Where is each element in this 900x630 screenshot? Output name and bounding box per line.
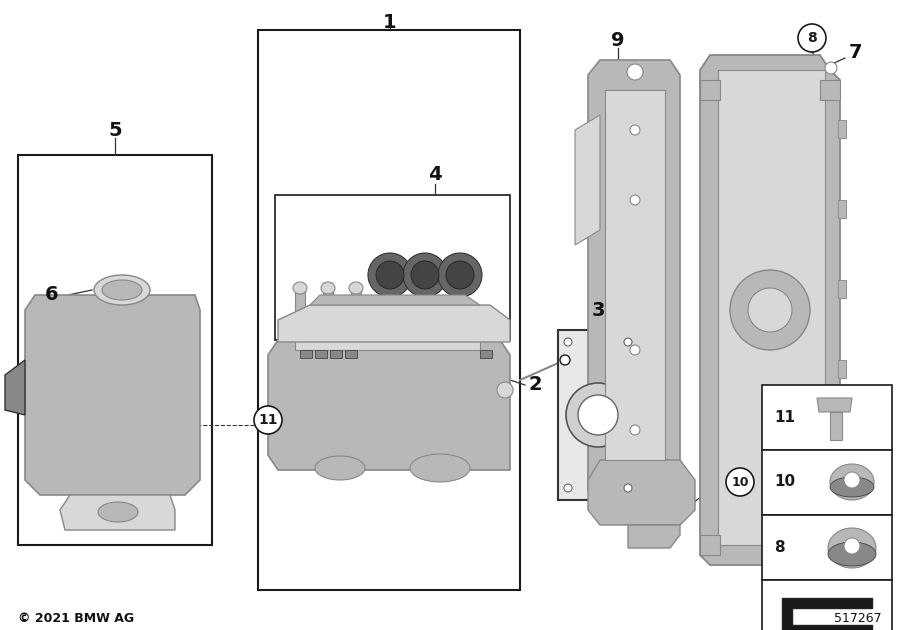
Ellipse shape — [315, 456, 365, 480]
Polygon shape — [588, 460, 695, 525]
Polygon shape — [782, 598, 872, 630]
Text: 4: 4 — [428, 166, 442, 185]
Bar — [480, 350, 492, 358]
Polygon shape — [588, 60, 680, 505]
Circle shape — [844, 472, 860, 488]
Polygon shape — [323, 290, 333, 320]
Circle shape — [630, 345, 640, 355]
Bar — [838, 200, 846, 218]
Ellipse shape — [376, 261, 404, 289]
Circle shape — [578, 395, 618, 435]
Text: 3: 3 — [591, 301, 605, 319]
Polygon shape — [25, 295, 200, 495]
Polygon shape — [718, 70, 825, 545]
Ellipse shape — [94, 275, 150, 305]
Bar — [18, 155, 212, 545]
Ellipse shape — [830, 464, 874, 500]
Circle shape — [748, 288, 792, 332]
Polygon shape — [278, 305, 510, 342]
Polygon shape — [351, 290, 361, 320]
Polygon shape — [310, 295, 480, 305]
Text: 11: 11 — [258, 413, 278, 427]
Circle shape — [627, 64, 643, 80]
Ellipse shape — [828, 542, 876, 566]
Ellipse shape — [403, 253, 447, 297]
Ellipse shape — [349, 282, 363, 294]
Polygon shape — [817, 398, 852, 412]
Ellipse shape — [446, 261, 474, 289]
Bar — [330, 350, 342, 358]
Polygon shape — [605, 90, 665, 460]
Ellipse shape — [411, 261, 439, 289]
Circle shape — [564, 338, 572, 346]
Circle shape — [844, 538, 860, 554]
Bar — [838, 360, 846, 378]
Polygon shape — [268, 340, 510, 470]
Polygon shape — [820, 80, 840, 100]
Bar — [830, 412, 842, 440]
Polygon shape — [700, 55, 840, 565]
Polygon shape — [575, 115, 600, 245]
Polygon shape — [558, 330, 638, 500]
Circle shape — [630, 125, 640, 135]
Circle shape — [630, 195, 640, 205]
Text: 2: 2 — [528, 375, 542, 394]
Text: 10: 10 — [774, 474, 795, 490]
Bar — [838, 440, 846, 458]
Ellipse shape — [497, 382, 513, 398]
Polygon shape — [820, 535, 840, 555]
Bar — [838, 280, 846, 298]
Ellipse shape — [438, 253, 482, 297]
Text: 8: 8 — [807, 31, 817, 45]
Circle shape — [630, 425, 640, 435]
Text: 7: 7 — [850, 42, 863, 62]
Polygon shape — [295, 290, 305, 320]
Ellipse shape — [368, 253, 412, 297]
Circle shape — [566, 383, 630, 447]
Circle shape — [798, 24, 826, 52]
Bar — [315, 350, 327, 358]
Text: 9: 9 — [611, 30, 625, 50]
Bar — [762, 515, 892, 580]
Ellipse shape — [830, 477, 874, 497]
Bar — [762, 580, 892, 630]
Text: 8: 8 — [774, 541, 785, 556]
Text: © 2021 BMW AG: © 2021 BMW AG — [18, 612, 134, 624]
Polygon shape — [700, 80, 720, 100]
Circle shape — [624, 484, 632, 492]
Circle shape — [624, 338, 632, 346]
Polygon shape — [5, 360, 25, 415]
Bar — [838, 120, 846, 138]
Text: 1: 1 — [383, 13, 397, 32]
Ellipse shape — [293, 282, 307, 294]
Bar — [345, 350, 357, 358]
Polygon shape — [700, 535, 720, 555]
Polygon shape — [295, 340, 480, 350]
Ellipse shape — [98, 502, 138, 522]
Ellipse shape — [410, 454, 470, 482]
Bar — [258, 30, 520, 590]
Text: 10: 10 — [731, 476, 749, 488]
Bar — [762, 450, 892, 515]
Circle shape — [726, 468, 754, 496]
Circle shape — [560, 355, 570, 365]
Circle shape — [564, 484, 572, 492]
Ellipse shape — [321, 282, 335, 294]
Bar — [275, 195, 510, 340]
Bar — [300, 350, 312, 358]
Text: 517267: 517267 — [834, 612, 882, 624]
Polygon shape — [628, 525, 680, 548]
Circle shape — [825, 62, 837, 74]
Bar — [762, 385, 892, 450]
Ellipse shape — [102, 280, 142, 300]
Circle shape — [730, 270, 810, 350]
Polygon shape — [60, 495, 175, 530]
Text: 6: 6 — [45, 285, 58, 304]
Text: 11: 11 — [774, 411, 795, 425]
Text: 5: 5 — [108, 120, 122, 139]
Circle shape — [254, 406, 282, 434]
Ellipse shape — [828, 528, 876, 568]
